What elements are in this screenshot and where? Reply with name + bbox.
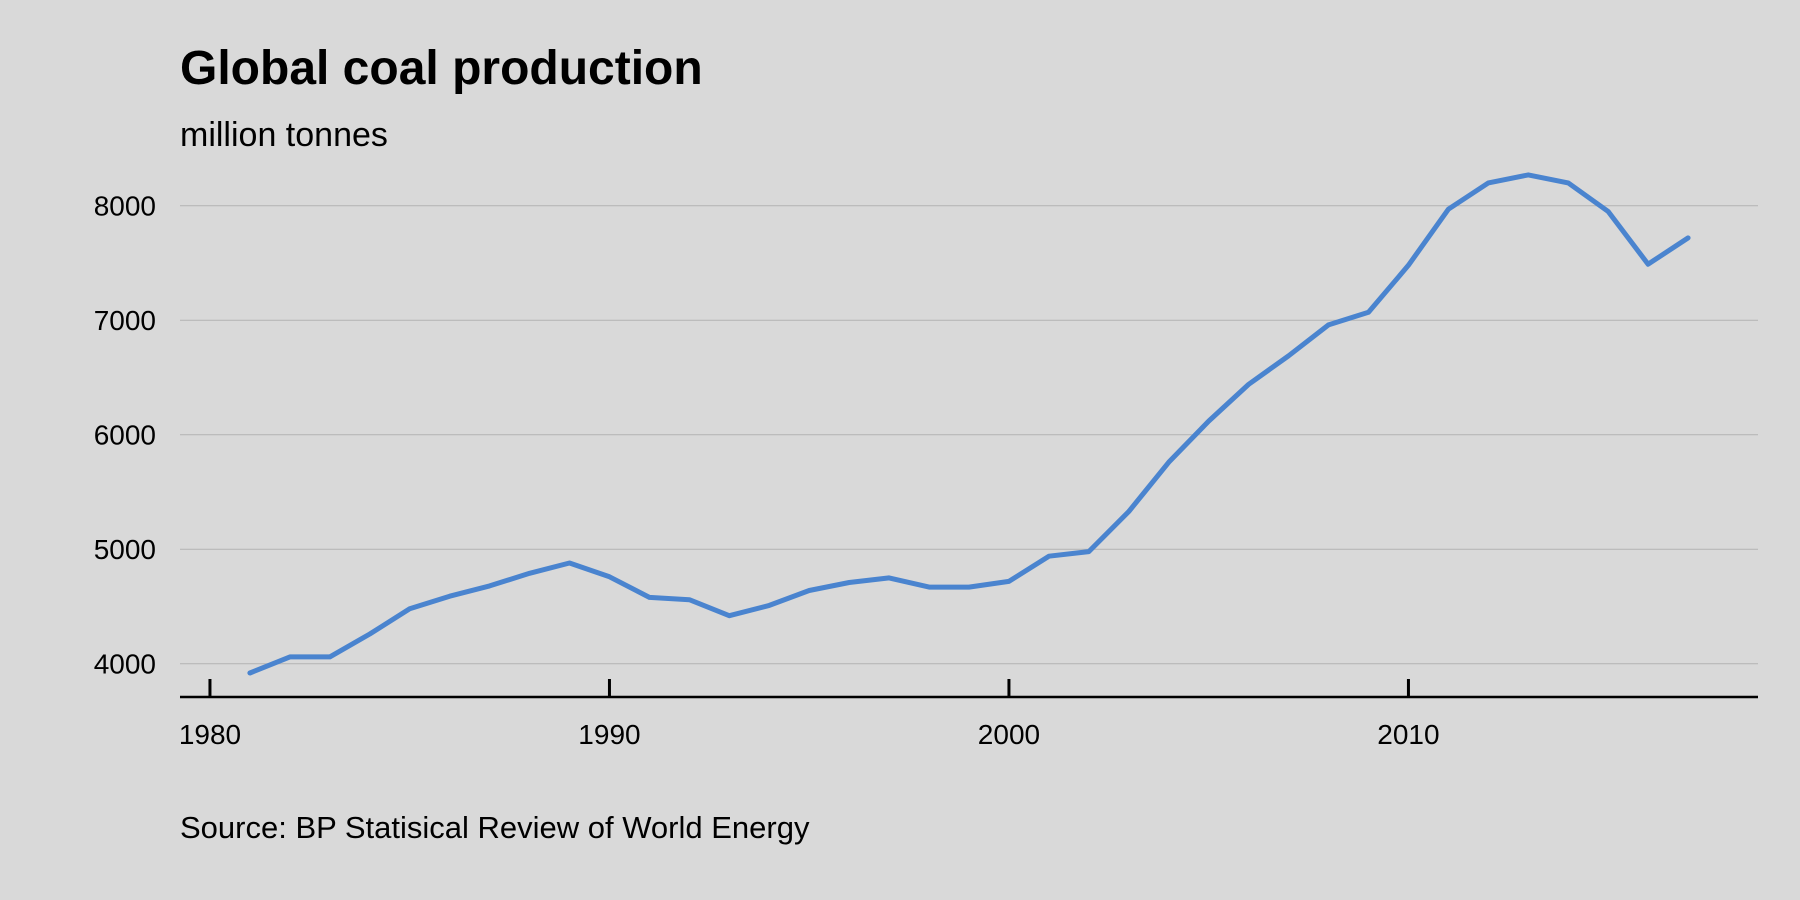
x-tick-label: 2010 — [1377, 719, 1439, 750]
y-tick-label: 4000 — [94, 648, 156, 679]
chart-subtitle: million tonnes — [180, 116, 388, 154]
chart-title: Global coal production — [180, 42, 703, 95]
series-line-0 — [247, 172, 1691, 676]
y-tick-label: 5000 — [94, 534, 156, 565]
gridlines — [180, 205, 1758, 665]
y-axis-tick-labels: 4000 5000 6000 7000 8000 — [94, 190, 156, 679]
x-tick-label: 1980 — [179, 719, 241, 750]
x-tick-label: 2000 — [978, 719, 1040, 750]
y-tick-label: 6000 — [94, 419, 156, 450]
source-note: Source: BP Statisical Review of World En… — [180, 810, 810, 845]
series-layer — [247, 172, 1691, 676]
x-axis: 1980 1990 2000 2010 — [179, 679, 1758, 750]
y-tick-label: 8000 — [94, 190, 156, 221]
x-tick-label: 1990 — [578, 719, 640, 750]
y-tick-label: 7000 — [94, 305, 156, 336]
